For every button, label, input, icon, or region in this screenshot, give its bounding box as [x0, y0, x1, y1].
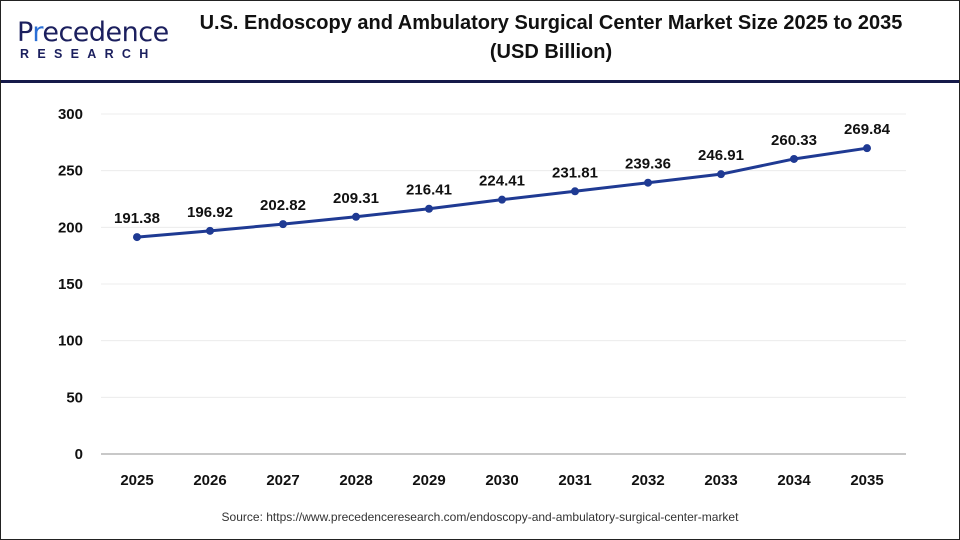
x-tick-label: 2035: [850, 472, 883, 489]
y-tick-label: 150: [58, 276, 83, 293]
data-label: 269.84: [844, 121, 891, 138]
data-label: 216.41: [406, 182, 452, 199]
header-divider: [1, 80, 959, 83]
data-point: [133, 233, 141, 242]
data-label: 202.82: [260, 197, 306, 214]
x-tick-label: 2027: [266, 472, 299, 489]
data-point: [206, 226, 214, 235]
data-point: [279, 220, 287, 229]
data-label: 209.31: [333, 190, 379, 207]
x-tick-label: 2026: [193, 472, 226, 489]
x-tick-label: 2025: [120, 472, 153, 489]
x-tick-label: 2033: [704, 472, 737, 489]
y-tick-label: 300: [58, 106, 83, 123]
data-point: [352, 212, 360, 221]
data-point: [790, 154, 798, 163]
series-line: [136, 146, 868, 239]
data-label: 246.91: [698, 147, 744, 164]
chart-title: U.S. Endoscopy and Ambulatory Surgical C…: [199, 12, 903, 63]
y-tick-label: 200: [58, 219, 83, 236]
data-label: 231.81: [552, 164, 598, 181]
data-label: 224.41: [479, 173, 525, 190]
precedence-research-logo: Precedence RESEARCH: [17, 17, 169, 62]
data-label: 239.36: [625, 156, 671, 173]
data-point: [571, 187, 579, 196]
data-point: [717, 170, 725, 179]
data-label: 191.38: [114, 210, 160, 227]
x-tick-label: 2030: [485, 472, 518, 489]
x-tick-label: 2029: [412, 472, 445, 489]
y-tick-label: 100: [58, 333, 83, 350]
y-tick-label: 250: [58, 163, 83, 180]
data-label: 196.92: [187, 204, 233, 221]
x-tick-label: 2032: [631, 472, 664, 489]
data-point: [425, 204, 433, 213]
x-tick-label: 2028: [339, 472, 372, 489]
y-tick-label: 50: [66, 389, 83, 406]
source-note: Source: https://www.precedenceresearch.c…: [221, 510, 739, 524]
x-tick-label: 2031: [558, 472, 591, 489]
y-tick-label: 0: [75, 446, 83, 463]
data-point: [644, 178, 652, 187]
data-point: [863, 144, 871, 153]
x-tick-label: 2034: [777, 472, 811, 489]
data-point: [498, 195, 506, 204]
data-label: 260.33: [771, 132, 817, 149]
